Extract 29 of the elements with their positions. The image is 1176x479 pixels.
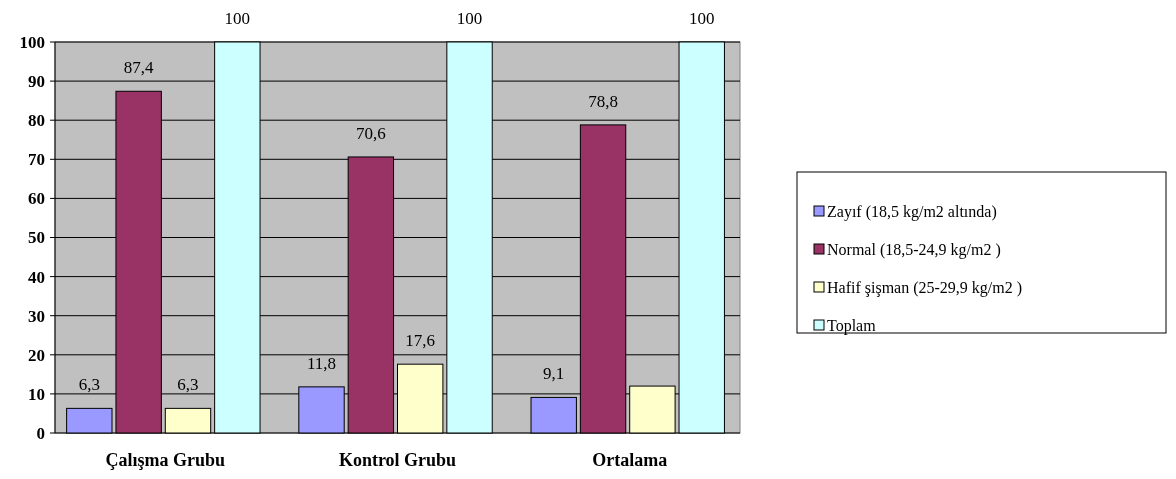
data-label: 6,3 bbox=[78, 375, 100, 395]
y-tick-label: 90 bbox=[28, 72, 45, 92]
y-tick-label: 30 bbox=[28, 306, 45, 326]
data-label: 70,6 bbox=[355, 123, 386, 143]
legend-label: Hafif şişman (25-29,9 kg/m2 ) bbox=[827, 278, 1023, 297]
legend-label: Zayıf (18,5 kg/m2 altında) bbox=[827, 202, 997, 221]
x-tick-label: Çalışma Grubu bbox=[105, 450, 226, 470]
data-label: 87,4 bbox=[123, 58, 155, 78]
data-label: 100 bbox=[224, 9, 251, 28]
data-label: 9,1 bbox=[543, 364, 565, 384]
data-label: 11,8 bbox=[306, 353, 337, 373]
y-tick-label: 100 bbox=[19, 32, 45, 52]
y-tick-label: 10 bbox=[28, 384, 45, 404]
x-tick-label: Ortalama bbox=[592, 450, 668, 470]
data-label: 17,6 bbox=[405, 331, 436, 351]
legend-label: Normal (18,5-24,9 kg/m2 ) bbox=[827, 240, 1001, 259]
y-tick-label: 80 bbox=[28, 111, 45, 131]
x-tick-label: Kontrol Grubu bbox=[338, 450, 457, 470]
y-tick-label: 60 bbox=[28, 189, 45, 209]
data-label: 100 bbox=[688, 9, 715, 28]
data-label: 78,8 bbox=[588, 91, 618, 111]
y-tick-label: 70 bbox=[28, 150, 45, 170]
legend-label: Toplam bbox=[827, 316, 877, 335]
y-tick-label: 40 bbox=[28, 267, 45, 287]
y-tick-label: 20 bbox=[28, 345, 45, 365]
y-tick-label: 50 bbox=[28, 228, 45, 248]
y-tick-label: 0 bbox=[36, 423, 45, 443]
data-label: 100 bbox=[456, 9, 483, 28]
data-label: 6,3 bbox=[177, 375, 199, 395]
